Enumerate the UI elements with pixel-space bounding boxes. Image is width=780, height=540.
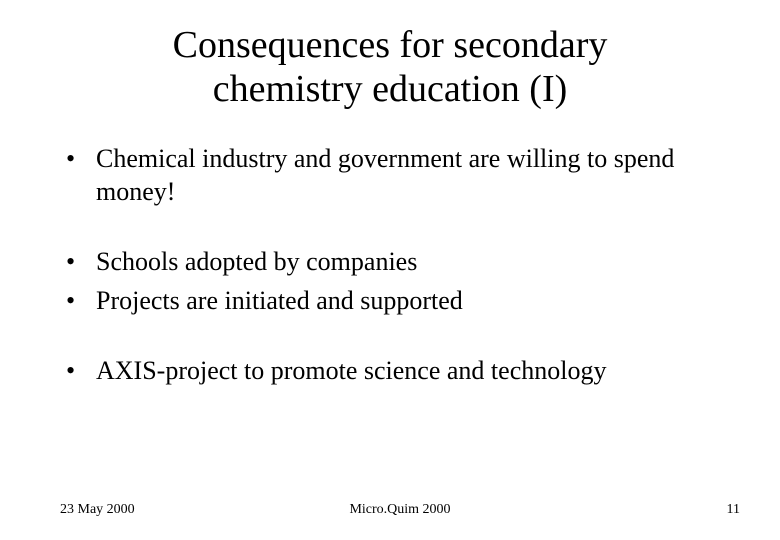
bullet-list: Schools adopted by companies Projects ar… [60, 246, 720, 317]
list-item: Schools adopted by companies [60, 246, 720, 279]
title-line-2: chemistry education (I) [213, 68, 568, 110]
list-item: Projects are initiated and supported [60, 285, 720, 318]
slide-body: Chemical industry and government are wil… [60, 143, 720, 388]
footer-page-number: 11 [727, 502, 740, 518]
slide-title: Consequences for secondary chemistry edu… [60, 24, 720, 111]
list-item: Chemical industry and government are wil… [60, 143, 720, 208]
spacer [60, 214, 720, 246]
bullet-text: AXIS-project to promote science and tech… [96, 356, 606, 385]
bullet-list: AXIS-project to promote science and tech… [60, 355, 720, 388]
footer-date: 23 May 2000 [60, 502, 135, 518]
title-line-1: Consequences for secondary [173, 24, 608, 66]
bullet-text: Projects are initiated and supported [96, 286, 463, 315]
list-item: AXIS-project to promote science and tech… [60, 355, 720, 388]
bullet-list: Chemical industry and government are wil… [60, 143, 720, 208]
spacer [60, 323, 720, 355]
bullet-text: Schools adopted by companies [96, 247, 417, 276]
bullet-text: Chemical industry and government are wil… [96, 144, 674, 206]
slide: Consequences for secondary chemistry edu… [0, 0, 780, 540]
slide-footer: 23 May 2000 Micro.Quim 2000 11 [60, 502, 740, 518]
footer-center: Micro.Quim 2000 [60, 502, 740, 518]
